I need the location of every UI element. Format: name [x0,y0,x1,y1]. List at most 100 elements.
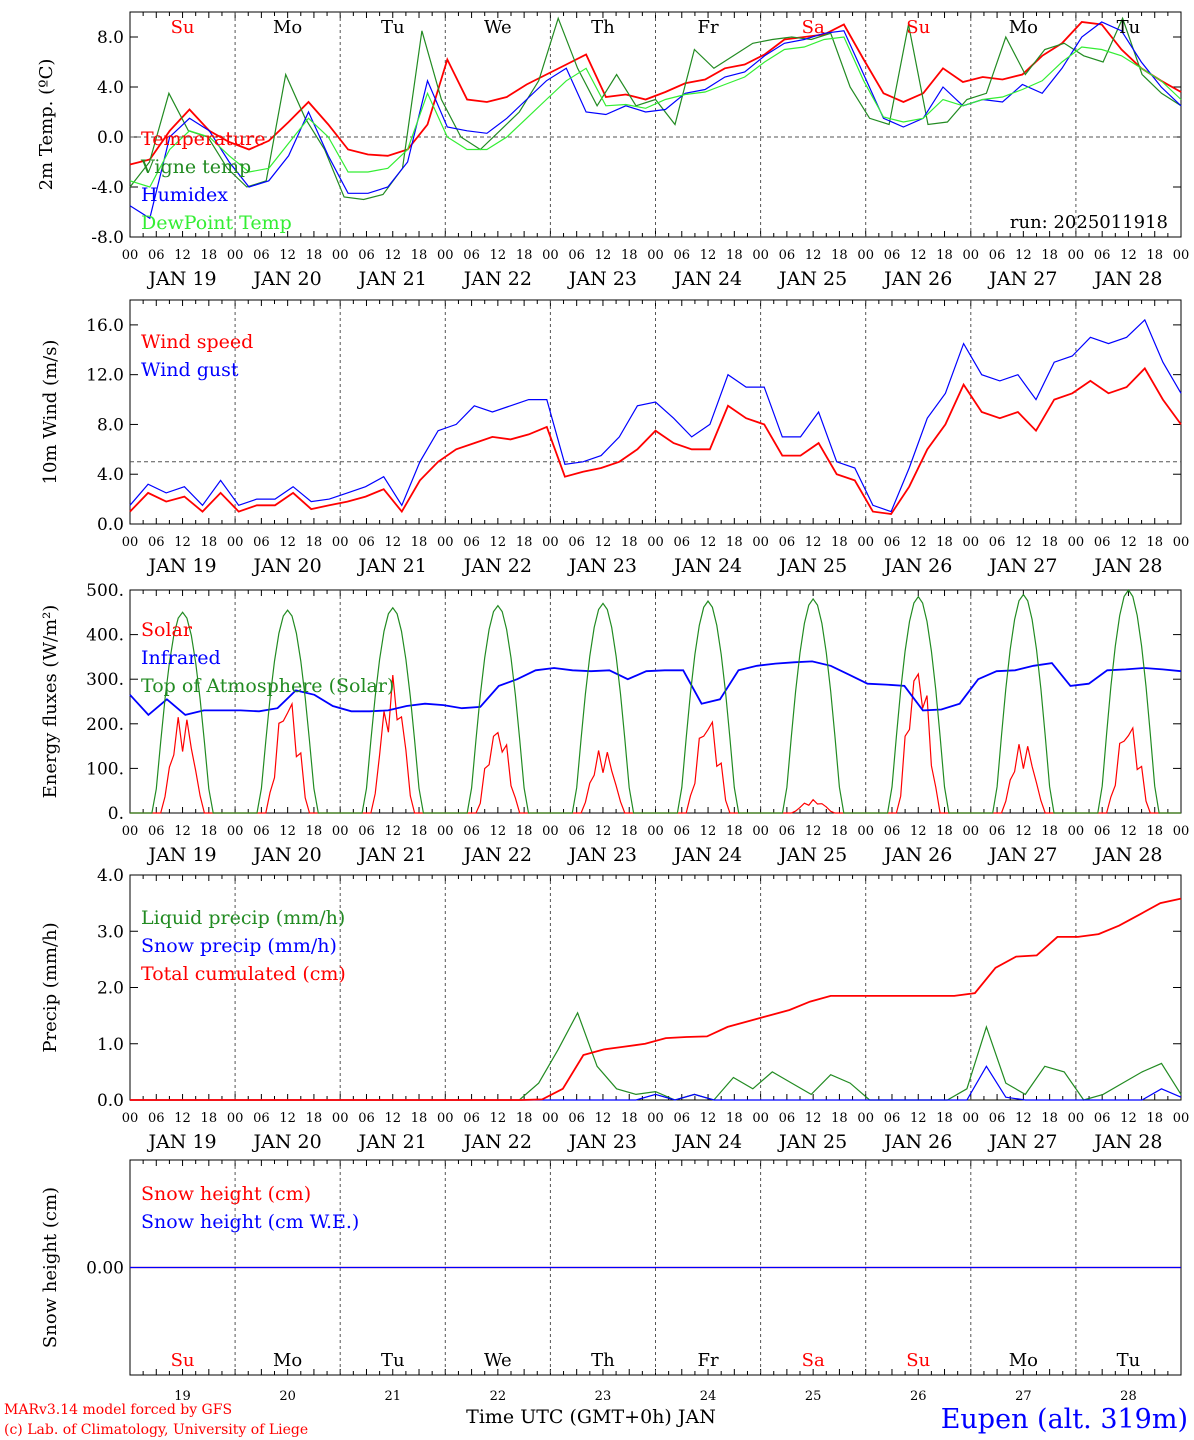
hour-tick-label: 06 [568,824,585,839]
hour-tick-label: 00 [332,1111,349,1126]
hour-tick-label: 18 [831,248,848,263]
date-label: JAN 19 [146,555,216,577]
hour-tick-label: 06 [1094,535,1111,550]
y-tick-label: 12.0 [86,366,124,386]
hour-tick-label: 00 [1173,248,1190,263]
hour-tick-label: 06 [989,535,1006,550]
y-axis-label: Energy fluxes (W/m²) [40,605,61,799]
hour-tick-label: 18 [1146,824,1163,839]
hour-tick-label: 12 [174,1111,191,1126]
weekday-label: We [484,17,512,38]
series-line-total-cumulated-cm- [130,897,1182,1101]
hour-tick-label: 00 [227,248,244,263]
hour-tick-label: 06 [779,535,796,550]
panel-4 [129,874,1182,1101]
legend-entry: Humidex [141,184,228,206]
weekday-label: We [484,1350,512,1371]
day-number-label: 23 [595,1389,612,1404]
date-label: JAN 22 [462,555,532,577]
hour-tick-label: 06 [253,248,270,263]
date-label: JAN 19 [146,844,216,866]
date-label: JAN 27 [987,555,1057,577]
hour-tick-label: 12 [279,535,296,550]
panel-5 [129,1159,1182,1376]
day-number-label: 28 [1120,1389,1137,1404]
hour-tick-label: 00 [437,824,454,839]
hour-tick-label: 18 [201,824,218,839]
day-number-label: 19 [174,1389,191,1404]
hour-tick-label: 12 [595,248,612,263]
date-label: JAN 27 [987,844,1057,866]
hour-tick-label: 06 [884,248,901,263]
hour-tick-label: 18 [831,824,848,839]
hour-tick-label: 18 [621,824,638,839]
date-label: JAN 20 [252,555,322,577]
legend-entry: Temperature [141,128,265,150]
hour-tick-label: 18 [516,824,533,839]
y-tick-label: -4.0 [91,178,124,198]
hour-tick-label: 00 [1068,824,1085,839]
y-tick-label: 4.0 [97,78,124,98]
hour-tick-label: 18 [516,1111,533,1126]
hour-tick-label: 12 [910,248,927,263]
hour-tick-label: 06 [568,1111,585,1126]
date-label: JAN 22 [462,844,532,866]
weekday-label: Tu [381,17,405,38]
hour-tick-label: 18 [936,824,953,839]
hour-tick-label: 00 [332,824,349,839]
hour-tick-label: 06 [568,535,585,550]
hour-tick-label: 06 [148,248,165,263]
y-tick-label: 4.0 [97,866,124,886]
hour-tick-label: 18 [621,535,638,550]
y-tick-label: 300. [86,670,124,690]
hour-tick-label: 18 [726,535,743,550]
y-tick-label: 0.0 [97,128,124,148]
hour-tick-label: 06 [1094,248,1111,263]
hour-tick-label: 06 [463,824,480,839]
hour-tick-label: 18 [1041,535,1058,550]
date-label: JAN 25 [777,268,847,290]
hour-tick-label: 06 [358,248,375,263]
hour-tick-label: 12 [279,1111,296,1126]
hour-tick-label: 12 [1015,824,1032,839]
hour-tick-label: 12 [490,1111,507,1126]
hour-tick-label: 18 [411,824,428,839]
series-line-wind-speed [129,366,1182,515]
hour-tick-label: 12 [174,248,191,263]
hour-tick-label: 12 [595,824,612,839]
y-tick-label: 0.0 [97,1091,124,1111]
day-number-label: 21 [384,1389,401,1404]
y-tick-label: 4.0 [97,465,124,485]
hour-tick-label: 06 [884,535,901,550]
series-line-wind-gust [129,318,1182,513]
model-credit: MARv3.14 model forced by GFS [4,1402,232,1418]
y-tick-label: 500. [86,581,124,601]
hour-tick-label: 18 [201,535,218,550]
hour-tick-label: 00 [122,248,139,263]
date-label: JAN 27 [987,1131,1057,1153]
weekday-label: Tu [1117,1350,1141,1371]
lab-credit: (c) Lab. of Climatology, University of L… [4,1422,308,1438]
hour-tick-label: 06 [148,535,165,550]
hour-tick-label: 00 [122,1111,139,1126]
hour-tick-label: 06 [989,1111,1006,1126]
hour-tick-label: 00 [857,248,874,263]
hour-tick-label: 06 [148,1111,165,1126]
day-number-label: 27 [1015,1389,1032,1404]
date-label: JAN 23 [567,1131,637,1153]
hour-tick-label: 00 [647,535,664,550]
date-label: JAN 26 [882,1131,952,1153]
hour-tick-label: 12 [279,248,296,263]
hour-tick-label: 18 [1041,248,1058,263]
y-tick-label: -8.0 [91,228,124,248]
hour-tick-label: 12 [805,535,822,550]
weekday-label: Tu [381,1350,405,1371]
hour-tick-label: 18 [936,248,953,263]
hour-tick-label: 06 [884,824,901,839]
panel-2 [129,299,1182,525]
hour-tick-label: 12 [174,535,191,550]
date-label: JAN 21 [357,555,427,577]
series-line-humidex [129,21,1182,220]
hour-tick-label: 00 [647,1111,664,1126]
hour-tick-label: 18 [201,248,218,263]
